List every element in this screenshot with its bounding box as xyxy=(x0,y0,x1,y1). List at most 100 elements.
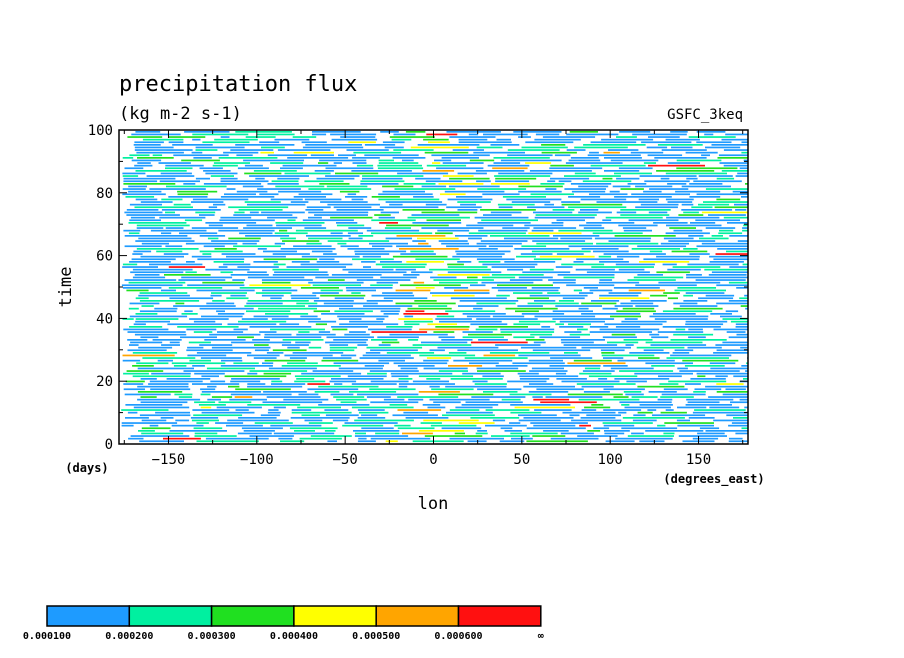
field-streak xyxy=(162,209,221,211)
field-streak xyxy=(413,440,464,442)
field-streak xyxy=(726,388,746,390)
field-streak xyxy=(680,305,718,307)
field-streak xyxy=(644,180,689,182)
field-streak xyxy=(283,339,324,341)
field-streak xyxy=(133,375,191,377)
field-streak xyxy=(121,409,168,411)
field-streak xyxy=(548,279,576,281)
field-streak xyxy=(442,427,482,429)
field-streak xyxy=(462,373,500,375)
field-streak xyxy=(129,282,186,284)
field-streak xyxy=(697,131,726,133)
field-streak xyxy=(220,217,251,219)
field-streak xyxy=(427,165,466,167)
field-streak xyxy=(569,160,601,162)
field-streak xyxy=(691,206,712,208)
field-streak xyxy=(741,196,748,198)
field-streak xyxy=(553,235,599,237)
field-streak xyxy=(138,430,155,432)
field-streak xyxy=(189,360,211,362)
field-streak xyxy=(239,209,283,211)
field-streak xyxy=(423,404,441,406)
field-streak xyxy=(250,435,294,437)
field-streak xyxy=(370,401,418,403)
field-streak xyxy=(614,287,660,289)
field-streak xyxy=(449,186,500,188)
field-streak xyxy=(406,417,449,419)
field-streak xyxy=(378,193,433,195)
field-streak xyxy=(244,305,305,307)
field-streak xyxy=(202,412,255,414)
field-streak xyxy=(125,394,171,396)
field-streak xyxy=(591,141,637,143)
field-streak xyxy=(477,147,503,149)
field-streak xyxy=(662,149,707,151)
field-streak xyxy=(264,336,321,338)
field-streak xyxy=(536,388,583,390)
field-streak xyxy=(381,310,400,312)
field-streak xyxy=(584,287,598,289)
field-streak xyxy=(450,438,505,440)
field-streak xyxy=(245,201,281,203)
field-streak xyxy=(641,204,679,206)
field-streak xyxy=(322,360,359,362)
field-streak xyxy=(710,261,744,263)
field-streak xyxy=(718,232,742,234)
field-streak xyxy=(491,144,520,146)
field-streak xyxy=(247,271,267,273)
field-streak xyxy=(602,355,655,357)
field-streak xyxy=(369,388,415,390)
field-streak xyxy=(303,219,354,221)
field-streak xyxy=(540,183,564,185)
field-streak xyxy=(301,373,361,375)
field-streak xyxy=(534,139,581,141)
field-streak xyxy=(498,290,559,292)
field-streak xyxy=(443,175,474,177)
field-streak xyxy=(135,274,160,276)
field-streak xyxy=(398,318,432,320)
field-streak xyxy=(210,381,225,383)
field-streak xyxy=(422,186,447,188)
field-streak xyxy=(127,370,164,372)
field-streak xyxy=(150,381,203,383)
field-streak xyxy=(375,433,399,435)
y-axis-units: (days) xyxy=(65,461,108,475)
field-streak xyxy=(492,274,544,276)
field-streak xyxy=(564,352,578,354)
field-streak xyxy=(125,279,177,281)
field-streak xyxy=(533,227,576,229)
field-streak xyxy=(603,178,613,180)
field-streak xyxy=(283,165,337,167)
field-streak xyxy=(452,256,502,258)
field-streak xyxy=(192,420,219,422)
field-streak xyxy=(334,310,373,312)
field-streak xyxy=(456,253,504,255)
field-streak xyxy=(505,430,523,432)
field-streak xyxy=(703,201,748,203)
field-streak xyxy=(224,193,256,195)
field-streak xyxy=(426,180,463,182)
field-streak xyxy=(666,173,727,175)
field-streak xyxy=(449,352,467,354)
field-streak xyxy=(619,131,650,133)
field-streak xyxy=(122,425,134,427)
field-streak xyxy=(506,308,558,310)
field-streak xyxy=(693,412,748,414)
field-streak xyxy=(192,383,239,385)
field-streak xyxy=(603,336,637,338)
field-streak xyxy=(214,139,258,141)
field-streak xyxy=(404,316,413,318)
field-streak xyxy=(577,383,636,385)
field-streak xyxy=(228,206,288,208)
field-streak xyxy=(354,251,406,253)
field-streak xyxy=(365,365,384,367)
field-streak xyxy=(529,370,567,372)
field-streak xyxy=(451,378,503,380)
field-streak xyxy=(179,232,217,234)
field-streak xyxy=(372,196,400,198)
field-streak xyxy=(207,399,221,401)
field-streak xyxy=(192,256,212,258)
field-streak xyxy=(287,347,299,349)
field-streak xyxy=(308,282,363,284)
field-streak xyxy=(608,149,638,151)
